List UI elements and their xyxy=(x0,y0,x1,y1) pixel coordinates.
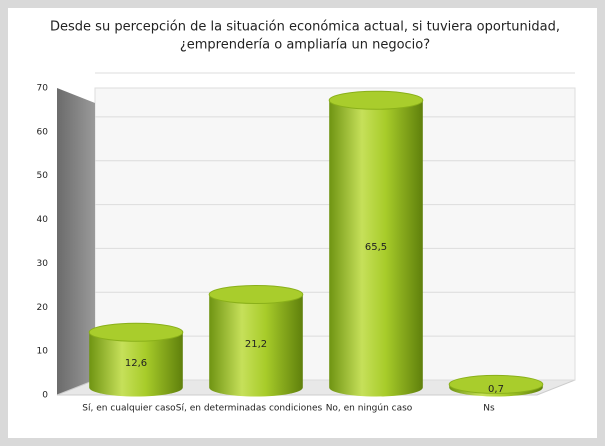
bar-body xyxy=(89,332,183,397)
bar xyxy=(328,90,424,397)
y-tick-label: 50 xyxy=(37,171,49,181)
bar-top xyxy=(448,374,544,394)
y-tick-label: 60 xyxy=(37,127,49,137)
y-tick-label: 10 xyxy=(37,347,49,357)
bar-top xyxy=(88,322,184,342)
x-tick-label: No, en ningún caso xyxy=(326,404,413,414)
data-label: 21,2 xyxy=(245,339,267,350)
y-tick-label: 70 xyxy=(37,84,49,94)
chart-title: Desde su percepción de la situación econ… xyxy=(50,20,560,35)
bar-top xyxy=(208,285,304,305)
data-label: 65,5 xyxy=(365,242,387,253)
y-tick-label: 40 xyxy=(37,215,49,225)
bar-body xyxy=(329,100,423,397)
y-tick-label: 20 xyxy=(37,303,49,313)
bar xyxy=(208,285,304,397)
data-label: 12,6 xyxy=(125,358,147,369)
bar xyxy=(88,322,184,397)
x-tick-label: Sí, en cualquier caso xyxy=(82,404,176,414)
bar-top xyxy=(328,90,424,110)
y-tick-label: 30 xyxy=(37,259,49,269)
x-tick-label: Ns xyxy=(483,404,495,414)
side-wall xyxy=(57,88,95,395)
data-label: 0,7 xyxy=(488,384,504,395)
x-tick-label: Sí, en determinadas condiciones xyxy=(176,404,323,414)
bar xyxy=(448,374,544,397)
y-tick-label: 0 xyxy=(42,391,48,401)
bar-body xyxy=(209,294,303,397)
chart-title: ¿emprendería o ampliaría un negocio? xyxy=(180,38,430,53)
